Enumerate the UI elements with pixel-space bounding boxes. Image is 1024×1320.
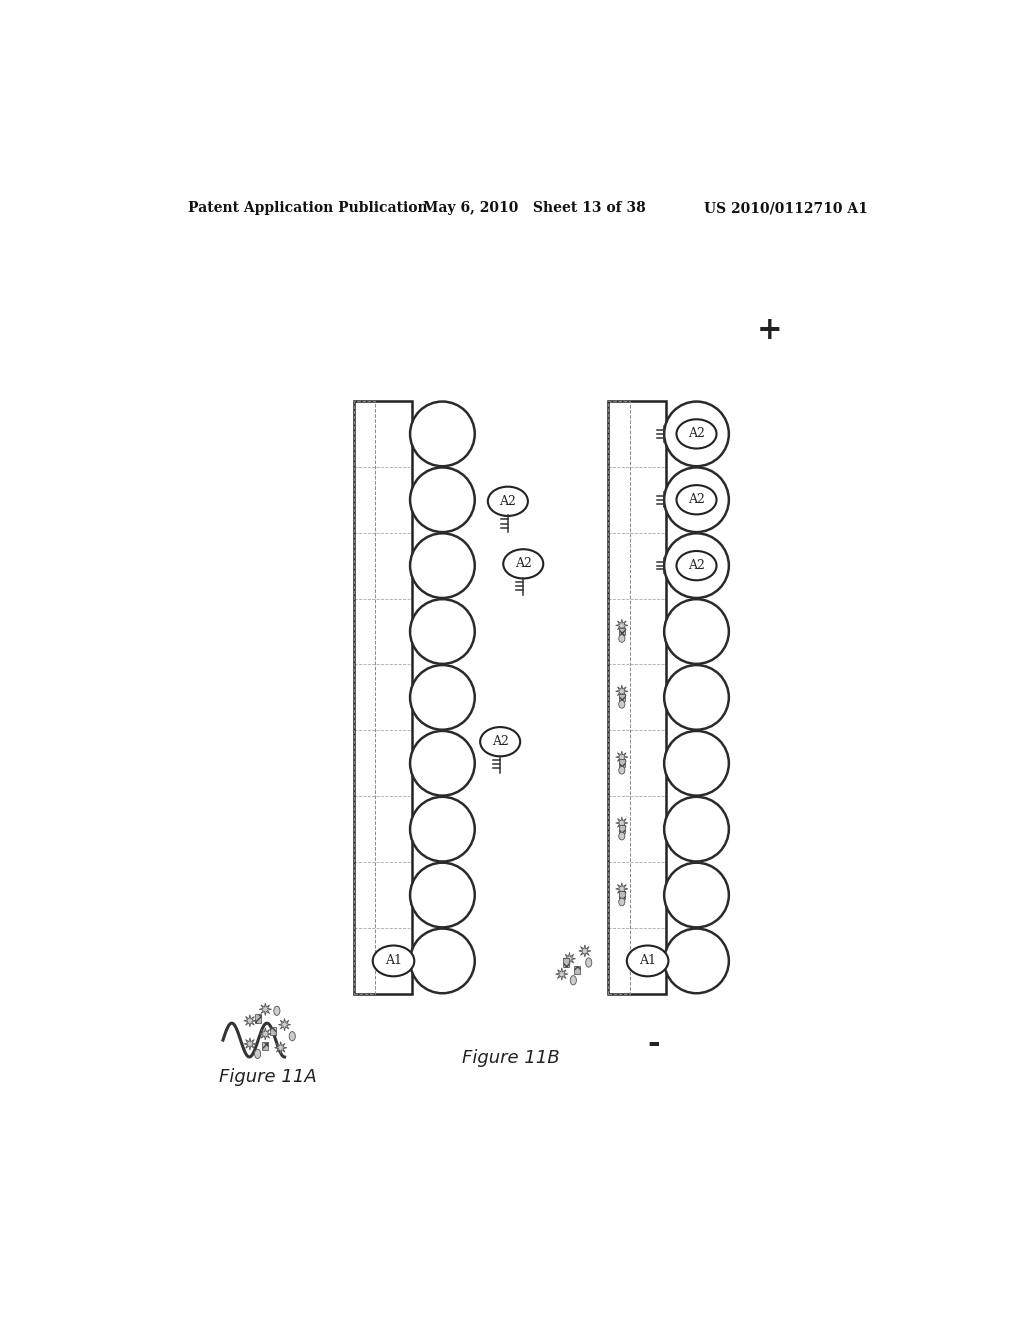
Circle shape bbox=[665, 665, 729, 730]
Ellipse shape bbox=[677, 486, 717, 515]
Ellipse shape bbox=[618, 635, 625, 643]
Polygon shape bbox=[274, 1041, 287, 1053]
Bar bbox=[574, 966, 581, 974]
Circle shape bbox=[410, 928, 475, 993]
Bar bbox=[618, 759, 625, 767]
Text: +: + bbox=[757, 315, 782, 346]
Bar bbox=[618, 693, 625, 701]
Polygon shape bbox=[244, 1015, 256, 1027]
Bar bbox=[354, 401, 412, 994]
Bar bbox=[608, 401, 666, 994]
Circle shape bbox=[410, 731, 475, 796]
Bar bbox=[608, 401, 630, 994]
Ellipse shape bbox=[677, 550, 717, 581]
Polygon shape bbox=[615, 751, 628, 763]
Circle shape bbox=[665, 928, 729, 993]
Polygon shape bbox=[615, 817, 628, 829]
Polygon shape bbox=[615, 685, 628, 697]
Text: A2: A2 bbox=[492, 735, 509, 748]
Ellipse shape bbox=[255, 1049, 261, 1059]
Circle shape bbox=[410, 401, 475, 466]
Bar bbox=[618, 825, 625, 833]
Polygon shape bbox=[259, 1003, 271, 1015]
Circle shape bbox=[410, 863, 475, 928]
Ellipse shape bbox=[273, 1006, 280, 1015]
Polygon shape bbox=[563, 953, 575, 965]
Circle shape bbox=[665, 467, 729, 532]
Bar bbox=[262, 1041, 268, 1051]
Circle shape bbox=[410, 533, 475, 598]
Bar bbox=[618, 628, 625, 635]
Bar bbox=[354, 401, 376, 994]
Ellipse shape bbox=[289, 1032, 295, 1040]
Ellipse shape bbox=[618, 898, 625, 906]
Polygon shape bbox=[579, 945, 591, 957]
Circle shape bbox=[665, 731, 729, 796]
Polygon shape bbox=[556, 968, 568, 981]
Ellipse shape bbox=[503, 549, 544, 578]
Circle shape bbox=[665, 599, 729, 664]
Polygon shape bbox=[259, 1028, 271, 1040]
Circle shape bbox=[665, 797, 729, 862]
Circle shape bbox=[665, 401, 729, 466]
Ellipse shape bbox=[618, 767, 625, 774]
Text: A2: A2 bbox=[688, 560, 705, 572]
Ellipse shape bbox=[677, 420, 717, 449]
Ellipse shape bbox=[480, 727, 520, 756]
Polygon shape bbox=[244, 1038, 256, 1051]
Ellipse shape bbox=[487, 487, 528, 516]
Ellipse shape bbox=[627, 945, 669, 977]
Ellipse shape bbox=[618, 701, 625, 708]
Circle shape bbox=[410, 665, 475, 730]
Circle shape bbox=[665, 533, 729, 598]
Circle shape bbox=[665, 863, 729, 928]
Ellipse shape bbox=[586, 958, 592, 968]
Text: A1: A1 bbox=[385, 954, 402, 968]
Ellipse shape bbox=[570, 975, 577, 985]
Text: Figure 11B: Figure 11B bbox=[462, 1049, 559, 1067]
Text: -: - bbox=[648, 1027, 660, 1059]
Text: A2: A2 bbox=[500, 495, 516, 508]
Text: Patent Application Publication: Patent Application Publication bbox=[188, 202, 428, 215]
Text: A2: A2 bbox=[515, 557, 531, 570]
Polygon shape bbox=[615, 619, 628, 631]
Circle shape bbox=[410, 467, 475, 532]
Ellipse shape bbox=[618, 832, 625, 840]
Polygon shape bbox=[615, 883, 628, 895]
Bar bbox=[562, 958, 568, 966]
Bar bbox=[270, 1027, 276, 1035]
Text: A1: A1 bbox=[639, 954, 656, 968]
Bar bbox=[618, 891, 625, 899]
Circle shape bbox=[410, 797, 475, 862]
Text: A2: A2 bbox=[688, 428, 705, 441]
Text: US 2010/0112710 A1: US 2010/0112710 A1 bbox=[705, 202, 868, 215]
Ellipse shape bbox=[373, 945, 415, 977]
Bar bbox=[255, 1014, 261, 1023]
Text: A2: A2 bbox=[688, 494, 705, 507]
Text: Figure 11A: Figure 11A bbox=[219, 1068, 316, 1086]
Polygon shape bbox=[279, 1019, 291, 1031]
Text: May 6, 2010   Sheet 13 of 38: May 6, 2010 Sheet 13 of 38 bbox=[423, 202, 646, 215]
Circle shape bbox=[410, 599, 475, 664]
